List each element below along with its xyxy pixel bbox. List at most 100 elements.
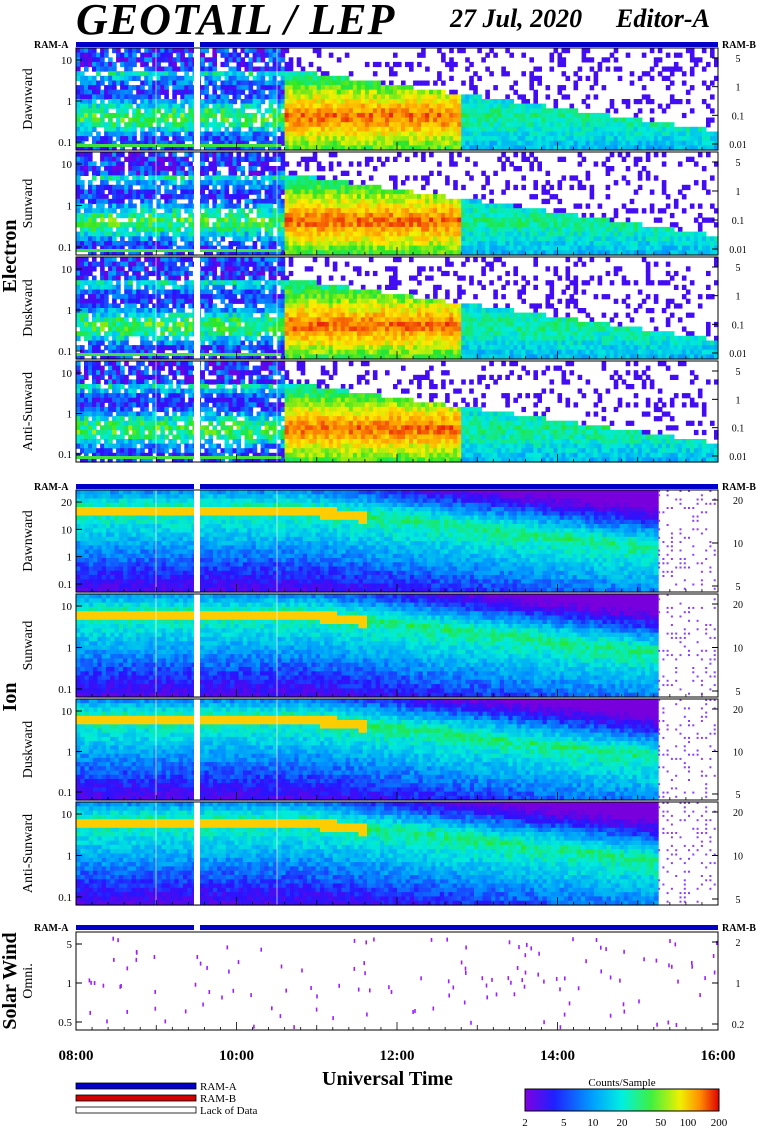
y-tick-right: 5 — [736, 54, 741, 65]
y-tick-left: 10 — [61, 264, 73, 276]
panel-electron-sunward — [76, 152, 719, 256]
y-tick-left: 0.1 — [58, 579, 72, 591]
y-tick-right: 5 — [736, 895, 741, 906]
ram-b-label: RAM-B — [722, 923, 756, 934]
y-tick-left: 20 — [61, 497, 73, 509]
colorbar-tick: 5 — [561, 1117, 567, 1128]
colorbar-tick: 50 — [655, 1117, 667, 1128]
y-tick-right: 5 — [736, 263, 741, 274]
y-tick-left: 0.5 — [58, 1017, 72, 1029]
y-tick-left: 0.1 — [58, 137, 72, 149]
y-tick-right: 0.01 — [729, 140, 747, 151]
y-tick-left: 10 — [61, 706, 73, 718]
legend-swatch — [76, 1083, 196, 1089]
y-tick-right: 5 — [736, 790, 741, 801]
x-tick-label: 16:00 — [701, 1048, 736, 1064]
ram-bar — [76, 42, 718, 47]
y-tick-right: 5 — [736, 687, 741, 698]
y-tick-right: 1 — [736, 292, 741, 303]
y-tick-left: 1 — [67, 851, 73, 863]
panel-label: Dawnward — [21, 68, 36, 129]
panel-ion-anti-sunward — [76, 802, 718, 906]
y-tick-right: 0.01 — [729, 245, 747, 256]
panel-label: Omni. — [21, 963, 36, 998]
ram-a-label: RAM-A — [34, 923, 69, 934]
panel-solar-wind-omni- — [76, 932, 718, 1030]
panel-label: Duskward — [21, 279, 36, 337]
ram-bar — [76, 925, 718, 930]
ram-b-label: RAM-B — [722, 482, 756, 493]
y-tick-left: 0.1 — [58, 787, 72, 799]
colorbar-title: Counts/Sample — [588, 1077, 655, 1089]
y-tick-right: 0.1 — [732, 424, 745, 435]
ram-b-label: RAM-B — [722, 40, 756, 51]
panel-ion-duskward — [76, 699, 718, 801]
panel-label: Duskward — [21, 721, 36, 779]
y-tick-right: 1 — [736, 83, 741, 94]
y-tick-right: 0.1 — [732, 320, 745, 331]
group-label-solar-wind: Solar Wind — [0, 932, 21, 1029]
x-tick-label: 10:00 — [219, 1048, 254, 1064]
colorbar-tick: 2 — [522, 1117, 528, 1128]
y-tick-right: 1 — [736, 187, 741, 198]
y-tick-left: 1 — [67, 305, 73, 317]
y-tick-left: 10 — [61, 368, 73, 380]
y-tick-left: 0.1 — [58, 449, 72, 461]
y-tick-right: 20 — [733, 600, 743, 611]
y-tick-left: 1 — [67, 747, 73, 759]
x-tick-label: 12:00 — [380, 1048, 415, 1064]
y-tick-left: 0.1 — [58, 346, 72, 358]
y-tick-left: 1 — [67, 978, 73, 990]
y-tick-right: 5 — [736, 582, 741, 593]
panel-ion-dawnward — [76, 490, 718, 593]
y-tick-right: 1 — [736, 395, 741, 406]
panel-label: Anti-Sunward — [21, 372, 36, 451]
y-tick-right: 2 — [736, 938, 741, 949]
y-tick-left: 10 — [61, 601, 73, 613]
x-tick-label: 14:00 — [540, 1048, 575, 1064]
legend-label: Lack of Data — [200, 1105, 258, 1117]
legend-label: RAM-B — [200, 1093, 236, 1105]
y-tick-right: 0.1 — [732, 216, 745, 227]
panel-label: Anti-Sunward — [21, 814, 36, 893]
y-tick-right: 5 — [736, 367, 741, 378]
colorbar — [525, 1089, 719, 1111]
group-label-ion: Ion — [0, 683, 21, 712]
panel-label: Sunward — [21, 621, 36, 671]
legend-label: RAM-A — [200, 1081, 237, 1093]
ram-a-label: RAM-A — [34, 482, 69, 493]
y-tick-left: 10 — [61, 809, 73, 821]
y-tick-left: 0.1 — [58, 684, 72, 696]
y-tick-right: 5 — [736, 158, 741, 169]
y-tick-left: 1 — [67, 643, 73, 655]
y-tick-right: 20 — [733, 705, 743, 716]
legend-swatch — [76, 1095, 196, 1101]
y-tick-right: 20 — [733, 808, 743, 819]
y-tick-right: 0.2 — [732, 1020, 745, 1031]
panel-label: Dawnward — [21, 510, 36, 571]
panel-electron-duskward — [76, 257, 719, 360]
y-tick-right: 0.1 — [732, 111, 745, 122]
y-tick-right: 20 — [733, 496, 743, 507]
y-tick-right: 10 — [733, 748, 743, 759]
y-tick-left: 1 — [67, 409, 73, 421]
y-tick-right: 10 — [733, 644, 743, 655]
y-tick-left: 1 — [67, 201, 73, 213]
y-tick-left: 1 — [67, 96, 73, 108]
legend-swatch — [76, 1107, 196, 1113]
colorbar-tick: 200 — [711, 1117, 728, 1128]
group-label-electron: Electron — [0, 220, 21, 293]
y-tick-left: 10 — [61, 55, 73, 67]
panel-electron-dawnward — [76, 48, 719, 151]
colorbar-tick: 100 — [680, 1117, 697, 1128]
ram-a-label: RAM-A — [34, 40, 69, 51]
y-tick-left: 0.1 — [58, 892, 72, 904]
y-tick-left: 1 — [67, 552, 73, 564]
panel-electron-anti-sunward — [76, 361, 719, 463]
y-tick-right: 0.01 — [729, 452, 747, 463]
y-tick-left: 10 — [61, 159, 73, 171]
y-tick-left: 5 — [67, 939, 73, 951]
y-tick-left: 10 — [61, 524, 73, 536]
y-tick-right: 10 — [733, 539, 743, 550]
